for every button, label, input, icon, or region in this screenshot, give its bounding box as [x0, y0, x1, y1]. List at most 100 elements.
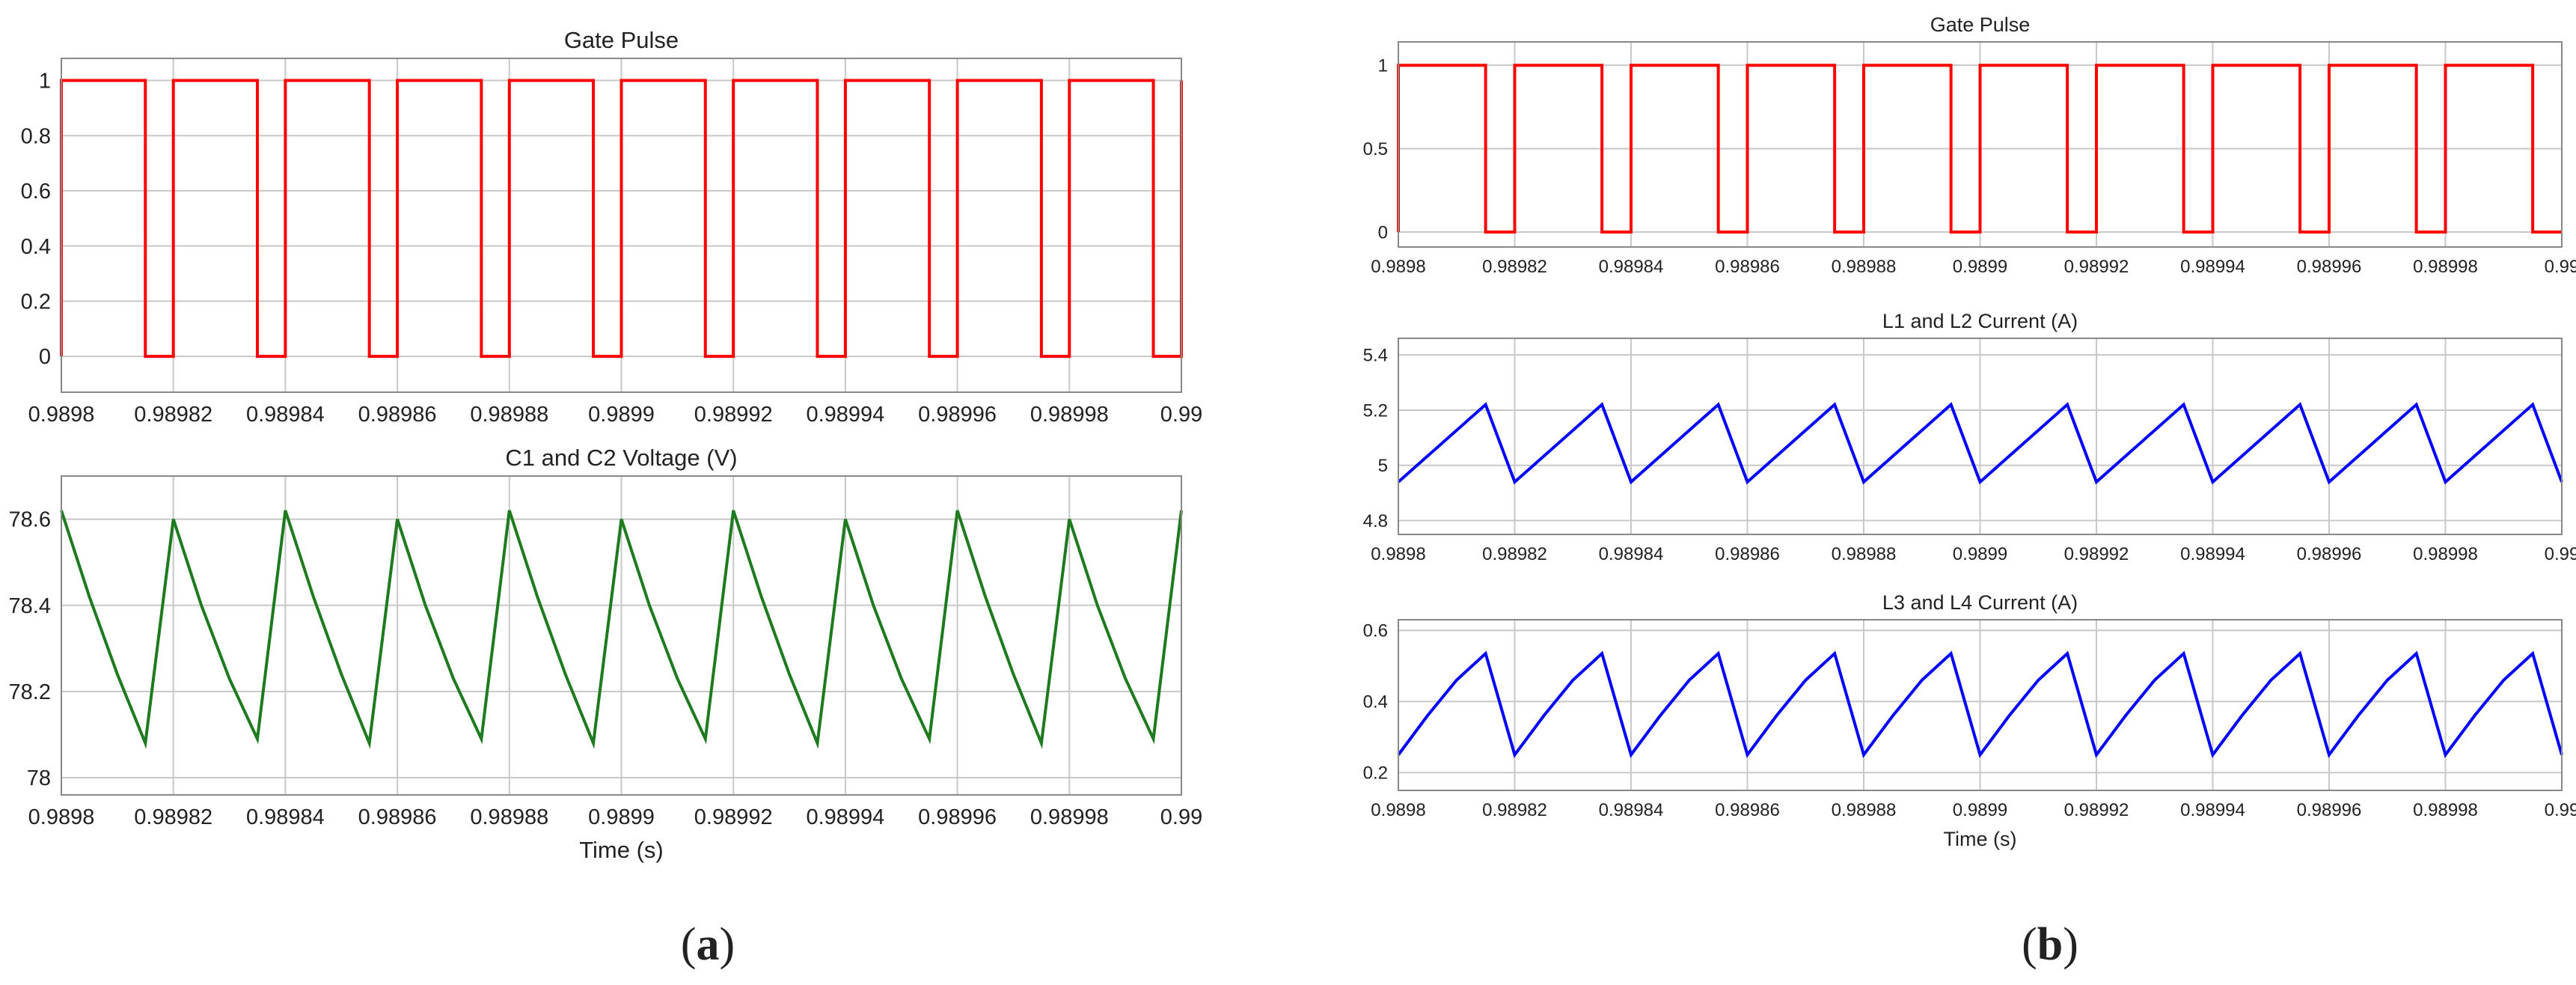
- y-tick-label: 1: [1378, 56, 1388, 76]
- x-tick-label: 0.98984: [246, 403, 325, 427]
- y-tick-label: 0.4: [1363, 692, 1388, 713]
- x-tick-label: 0.98996: [2297, 544, 2362, 564]
- x-tick-label: 0.98984: [1599, 257, 1664, 277]
- x-tick-label: 0.9899: [588, 805, 655, 829]
- plot-frame: [61, 58, 1182, 393]
- y-tick-label: 0.6: [1363, 621, 1388, 641]
- x-tick-label: 0.98988: [1832, 544, 1897, 564]
- y-tick-label: 0.4: [21, 235, 51, 259]
- chart-b-l3-l4-current: 0.9898 0.98982 0.98984 0.98986 0.98988 0.9899…: [1363, 591, 2576, 850]
- y-tick-label: 0: [39, 345, 51, 369]
- x-tick-label: 0.9898: [28, 403, 95, 427]
- chart-a-gate-pulse: 0.9898 0.98982 0.98984 0.98986 0.98988 0.9899…: [21, 27, 1203, 427]
- chart-title: Gate Pulse: [1930, 13, 2031, 36]
- y-tick-label: 78: [27, 766, 51, 790]
- chart-title: C1 and C2 Voltage (V): [505, 445, 737, 471]
- chart-title: L3 and L4 Current (A): [1882, 591, 2078, 614]
- x-tick-label: 0.98996: [2297, 257, 2362, 277]
- x-tick-label: 0.98992: [2064, 800, 2129, 820]
- plot-frame: [1398, 338, 2563, 535]
- y-tick-label: 5: [1378, 456, 1388, 476]
- plot-frame: [61, 475, 1182, 796]
- series-line-b-gate: [1397, 64, 2562, 234]
- series-line-a-voltage: [60, 510, 1183, 749]
- y-tick-label: 78.2: [9, 680, 51, 704]
- x-tick-label: 0.98998: [2413, 257, 2478, 277]
- x-tick-label: 0.9898: [1371, 800, 1425, 820]
- x-tick-label: 0.98986: [358, 403, 437, 427]
- x-tick-label: 0.98982: [1482, 544, 1547, 564]
- y-tick-label: 4.8: [1363, 511, 1388, 531]
- x-tick-label: 0.98996: [918, 403, 997, 427]
- x-tick-label: 0.99: [2545, 800, 2576, 820]
- x-tick-label: 0.9899: [588, 403, 655, 427]
- x-tick-label: 0.98994: [2180, 544, 2245, 564]
- x-tick-label: 0.99: [2545, 257, 2576, 277]
- y-tick-label: 78.6: [9, 508, 51, 532]
- x-tick-label: 0.98998: [2413, 800, 2478, 820]
- y-tick-label: 5.4: [1363, 346, 1388, 366]
- chart-title: L1 and L2 Current (A): [1882, 310, 2078, 332]
- x-tick-label: 0.99: [1160, 805, 1202, 829]
- panel-label-b: (b): [2022, 919, 2078, 970]
- x-tick-label: 0.98988: [470, 805, 548, 829]
- chart-title: Gate Pulse: [564, 27, 679, 53]
- x-tick-label: 0.98998: [2413, 544, 2478, 564]
- x-tick-label: 0.98982: [1482, 257, 1547, 277]
- x-tick-label: 0.98994: [806, 403, 884, 427]
- x-axis-label: Time (s): [579, 837, 664, 863]
- x-tick-label: 0.99: [1160, 403, 1202, 427]
- plot-frame: [1398, 619, 2563, 791]
- x-tick-label: 0.98986: [1715, 544, 1780, 564]
- x-tick-label: 0.98984: [1599, 544, 1664, 564]
- y-tick-label: 0: [1378, 222, 1388, 243]
- x-tick-label: 0.9899: [1953, 544, 2007, 564]
- x-tick-label: 0.98988: [1832, 800, 1897, 820]
- y-tick-label: 1: [39, 70, 51, 94]
- x-tick-label: 0.99: [2545, 544, 2576, 564]
- x-tick-label: 0.98994: [806, 805, 884, 829]
- y-tick-label: 0.8: [21, 124, 51, 148]
- x-tick-label: 0.9898: [1371, 257, 1425, 277]
- x-tick-label: 0.98982: [1482, 800, 1547, 820]
- x-tick-label: 0.98996: [2297, 800, 2362, 820]
- y-tick-label: 0.2: [1363, 763, 1388, 784]
- chart-b-l1-l2-current: 0.9898 0.98982 0.98984 0.98986 0.98988 0.9899…: [1363, 310, 2576, 564]
- x-tick-label: 0.98984: [1599, 800, 1664, 820]
- x-tick-label: 0.98992: [2064, 257, 2129, 277]
- x-tick-label: 0.98998: [1030, 403, 1109, 427]
- y-tick-label: 0.6: [21, 180, 51, 204]
- x-tick-label: 0.98982: [134, 805, 212, 829]
- x-axis-label: Time (s): [1944, 828, 2017, 850]
- x-tick-label: 0.98992: [2064, 544, 2129, 564]
- plot-frame: [1398, 41, 2563, 248]
- x-tick-label: 0.9899: [1953, 257, 2007, 277]
- chart-b-gate-pulse: 0.9898 0.98982 0.98984 0.98986 0.98988 0.9899…: [1363, 13, 2576, 277]
- x-tick-label: 0.98988: [470, 403, 548, 427]
- y-tick-label: 5.2: [1363, 400, 1388, 421]
- y-tick-label: 78.4: [9, 594, 51, 618]
- x-tick-label: 0.98986: [1715, 800, 1780, 820]
- x-tick-label: 0.98994: [2180, 257, 2245, 277]
- x-tick-label: 0.98982: [134, 403, 212, 427]
- y-tick-label: 0.2: [21, 290, 51, 314]
- x-tick-label: 0.98992: [694, 403, 773, 427]
- y-tick-label: 0.5: [1363, 139, 1388, 159]
- panel-label-a: (a): [681, 919, 735, 970]
- x-tick-label: 0.98996: [918, 805, 997, 829]
- series-line-b-l34: [1397, 650, 2563, 758]
- x-tick-label: 0.98986: [1715, 257, 1780, 277]
- series-line-b-l12: [1397, 402, 2563, 485]
- x-tick-label: 0.98986: [358, 805, 437, 829]
- x-tick-label: 0.9898: [28, 805, 95, 829]
- series-line-a-gate: [60, 79, 1183, 359]
- x-tick-label: 0.98998: [1030, 805, 1109, 829]
- x-tick-label: 0.9898: [1371, 544, 1425, 564]
- x-tick-label: 0.9899: [1953, 800, 2007, 820]
- x-tick-label: 0.98984: [246, 805, 325, 829]
- x-tick-label: 0.98994: [2180, 800, 2245, 820]
- chart-a-c1-c2-voltage: 0.9898 0.98982 0.98984 0.98986 0.98988 0.9899…: [9, 445, 1203, 863]
- x-tick-label: 0.98992: [694, 805, 773, 829]
- x-tick-label: 0.98988: [1832, 257, 1897, 277]
